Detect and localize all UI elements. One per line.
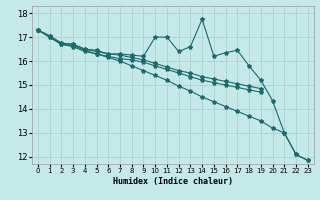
X-axis label: Humidex (Indice chaleur): Humidex (Indice chaleur) — [113, 177, 233, 186]
